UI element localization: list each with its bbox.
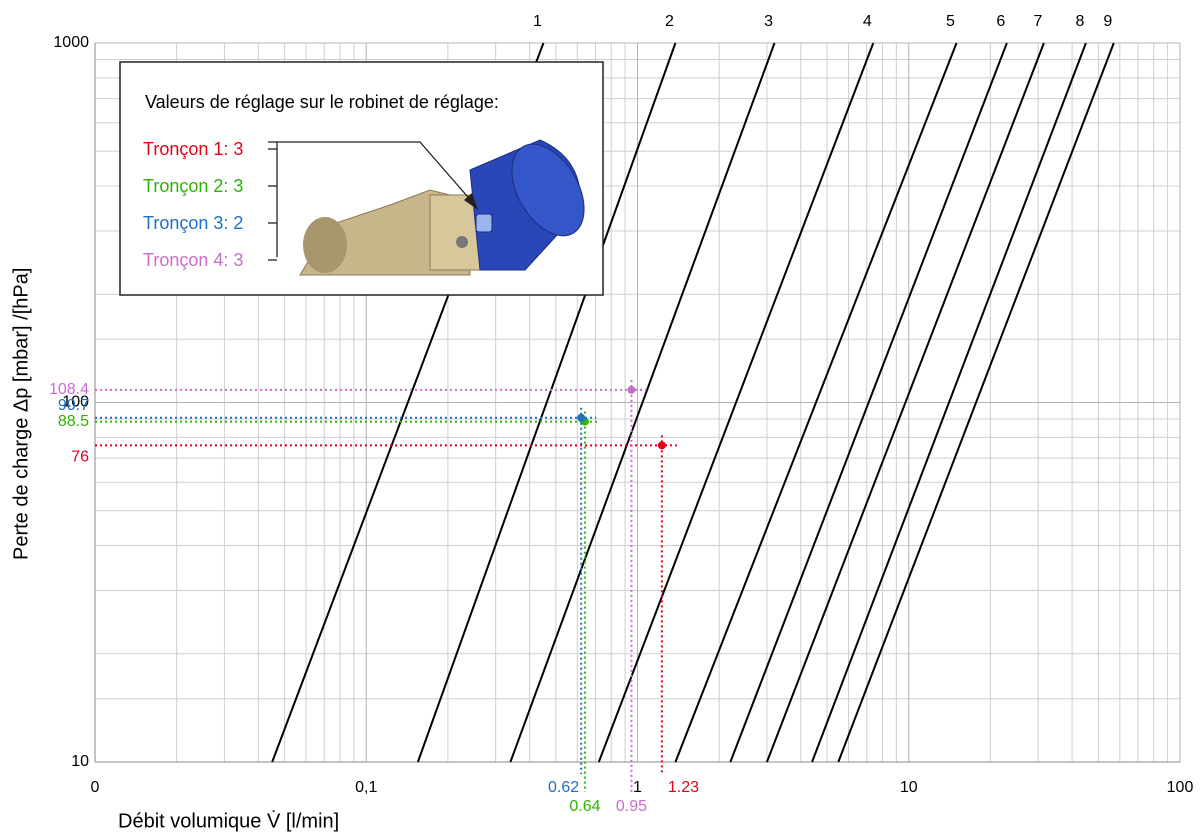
line-label: 3 — [764, 13, 773, 30]
x-axis-label: Débit volumique V̇ [l/min] — [118, 810, 339, 832]
inset-entry: Tronçon 2: 3 — [143, 176, 243, 196]
setting-line — [811, 42, 1087, 763]
x-tick-label: 1 — [633, 779, 642, 796]
line-label: 5 — [946, 13, 955, 30]
x-tick-label: 10 — [900, 779, 918, 796]
y-axis-label: Perte de charge Δp [mbar] /[hPa] — [10, 268, 32, 560]
connector — [268, 141, 475, 205]
y-tick-label: 100 — [62, 394, 89, 411]
inset: Valeurs de réglage sur le robinet de rég… — [119, 61, 604, 296]
x-tick-label: 0 — [91, 779, 100, 796]
y-tick-label: 10 — [71, 753, 89, 770]
point-y-label: 108.4 — [49, 381, 89, 398]
inset-entry: Tronçon 4: 3 — [143, 250, 243, 270]
inset-entry: Tronçon 3: 2 — [143, 213, 243, 233]
inset-title: Valeurs de réglage sur le robinet de rég… — [145, 92, 499, 112]
point-x-label: 0.64 — [569, 798, 600, 815]
point-y-label: 90.7 — [58, 397, 89, 414]
line-label: 4 — [863, 13, 872, 30]
valve-window — [475, 213, 493, 233]
setting-line — [509, 42, 776, 763]
point — [657, 441, 666, 450]
line-label: 2 — [665, 13, 674, 30]
valve-nut — [429, 194, 481, 271]
arrow-head — [464, 193, 478, 210]
point-x-label: 0.95 — [616, 798, 647, 815]
point-y-label: 88.5 — [58, 413, 89, 430]
line-label: 6 — [996, 13, 1005, 30]
x-tick-label: 0,1 — [355, 779, 377, 796]
inset-entry: Tronçon 1: 3 — [143, 139, 243, 159]
point-y-label: 76 — [71, 449, 89, 466]
valve-port — [303, 217, 347, 273]
line-label: 1 — [533, 13, 542, 30]
point — [627, 385, 636, 394]
setting-line — [837, 42, 1115, 763]
setting-line — [674, 42, 958, 763]
setting-line — [597, 42, 875, 763]
setting-line — [729, 42, 1008, 763]
x-tick-label: 100 — [1167, 779, 1194, 796]
point-x-label: 0.62 — [548, 779, 579, 796]
line-label: 7 — [1033, 13, 1042, 30]
point-x-label: 1.23 — [668, 779, 699, 796]
setting-line — [416, 42, 677, 763]
setting-line — [765, 42, 1045, 763]
line-label: 9 — [1103, 13, 1112, 30]
valve-screw — [456, 236, 468, 248]
line-label: 8 — [1075, 13, 1084, 30]
valve-cap-top — [511, 143, 585, 237]
y-tick-label: 1000 — [53, 34, 89, 51]
point — [577, 413, 586, 422]
